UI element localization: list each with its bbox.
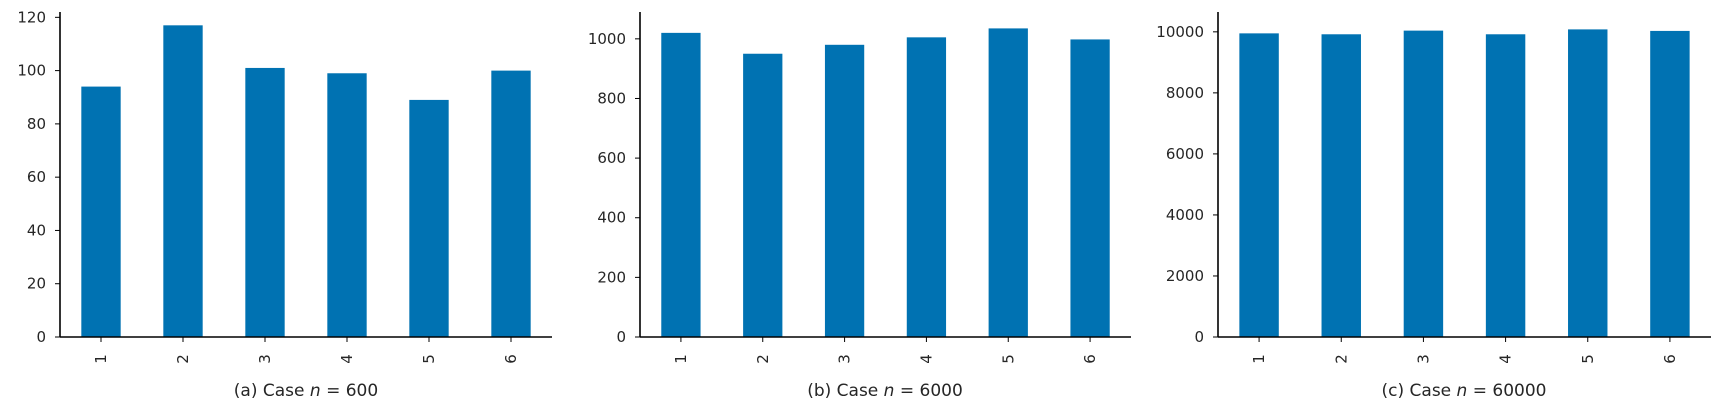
bar-2 <box>1321 34 1361 337</box>
chart-panel-2: 0 200 400 600 800 1000 1 2 3 4 5 6 (b) Case n = 6000 <box>588 12 1131 401</box>
bar-5 <box>988 28 1028 338</box>
x-tick-label: 5 <box>999 354 1017 364</box>
bar-4 <box>906 37 947 338</box>
chart-panel-3: 0 2000 4000 6000 8000 10000 1 2 3 4 5 6 (c) Case n =… <box>1156 12 1711 401</box>
bar-3 <box>824 44 865 338</box>
x-tick-label: 6 <box>1081 354 1099 364</box>
y-tick-label: 2000 <box>1166 267 1204 285</box>
y-tick-label: 600 <box>597 149 626 167</box>
y-tick-label: 20 <box>27 275 46 293</box>
x-tick-label: 1 <box>1250 354 1268 364</box>
caption-prefix: (b) Case <box>807 381 883 401</box>
x-tick-label: 2 <box>754 354 772 364</box>
chart-panel-1: 0 20 40 60 80 100 120 1 2 3 4 5 6 (a) Case n = 600 <box>17 8 552 401</box>
x-tick-label: 1 <box>672 354 690 364</box>
caption-value: 6000 <box>920 381 963 401</box>
bar-2 <box>743 53 783 338</box>
y-tick-label: 400 <box>597 209 626 227</box>
y-tick-label: 0 <box>616 328 626 346</box>
y-tick-label: 200 <box>597 268 626 286</box>
y-tick-label: 60 <box>27 168 46 186</box>
bar-6 <box>491 70 531 338</box>
y-tick-label: 0 <box>36 328 46 346</box>
bar-6 <box>1070 39 1110 338</box>
x-tick-label: 1 <box>92 354 110 364</box>
bar-4 <box>327 73 367 338</box>
caption-prefix: (a) Case <box>234 381 310 401</box>
x-tick-label: 4 <box>338 354 356 364</box>
y-tick-label: 1000 <box>588 30 626 48</box>
x-tick-label: 3 <box>256 354 274 364</box>
caption-variable: n <box>1457 381 1468 401</box>
y-tick-label: 10000 <box>1156 23 1204 41</box>
caption-equals: = <box>1467 381 1492 401</box>
x-tick-label: 2 <box>174 354 192 364</box>
bar-5 <box>409 99 449 337</box>
y-tick-label: 80 <box>27 115 46 133</box>
y-tick-label: 120 <box>17 8 46 26</box>
x-tick-label: 5 <box>1579 354 1597 364</box>
x-tick-label: 6 <box>502 354 520 364</box>
x-tick-label: 3 <box>1414 354 1432 364</box>
x-tick-label: 2 <box>1332 354 1350 364</box>
x-tick-label: 5 <box>420 354 438 364</box>
caption-variable: n <box>884 381 895 401</box>
x-tick-label: 3 <box>836 354 854 364</box>
bar-1 <box>1239 33 1279 338</box>
bar-6 <box>1650 30 1690 337</box>
caption-value: 60000 <box>1492 381 1546 401</box>
bar-2 <box>163 25 203 337</box>
x-tick-label: 4 <box>917 354 935 364</box>
y-tick-label: 8000 <box>1166 84 1204 102</box>
y-tick-label: 4000 <box>1166 206 1204 224</box>
x-tick-label: 6 <box>1661 354 1679 364</box>
bar-3 <box>1403 30 1444 338</box>
panel-caption: (c) Case n = 60000 <box>1382 381 1547 401</box>
bar-4 <box>1485 34 1526 337</box>
panel-caption: (a) Case n = 600 <box>234 381 378 401</box>
bar-3 <box>245 67 285 337</box>
caption-equals: = <box>321 381 346 401</box>
y-tick-label: 800 <box>597 89 626 107</box>
y-tick-label: 40 <box>27 221 46 239</box>
caption-variable: n <box>310 381 321 401</box>
caption-prefix: (c) Case <box>1382 381 1457 401</box>
bar-5 <box>1568 29 1608 337</box>
x-tick-label: 4 <box>1497 354 1515 364</box>
y-tick-label: 100 <box>17 62 46 80</box>
y-tick-label: 0 <box>1194 328 1204 346</box>
caption-equals: = <box>894 381 919 401</box>
panel-caption: (b) Case n = 6000 <box>807 381 963 401</box>
bar-1 <box>661 32 701 338</box>
bar-1 <box>81 86 121 337</box>
y-tick-label: 6000 <box>1166 145 1204 163</box>
caption-value: 600 <box>346 381 378 401</box>
